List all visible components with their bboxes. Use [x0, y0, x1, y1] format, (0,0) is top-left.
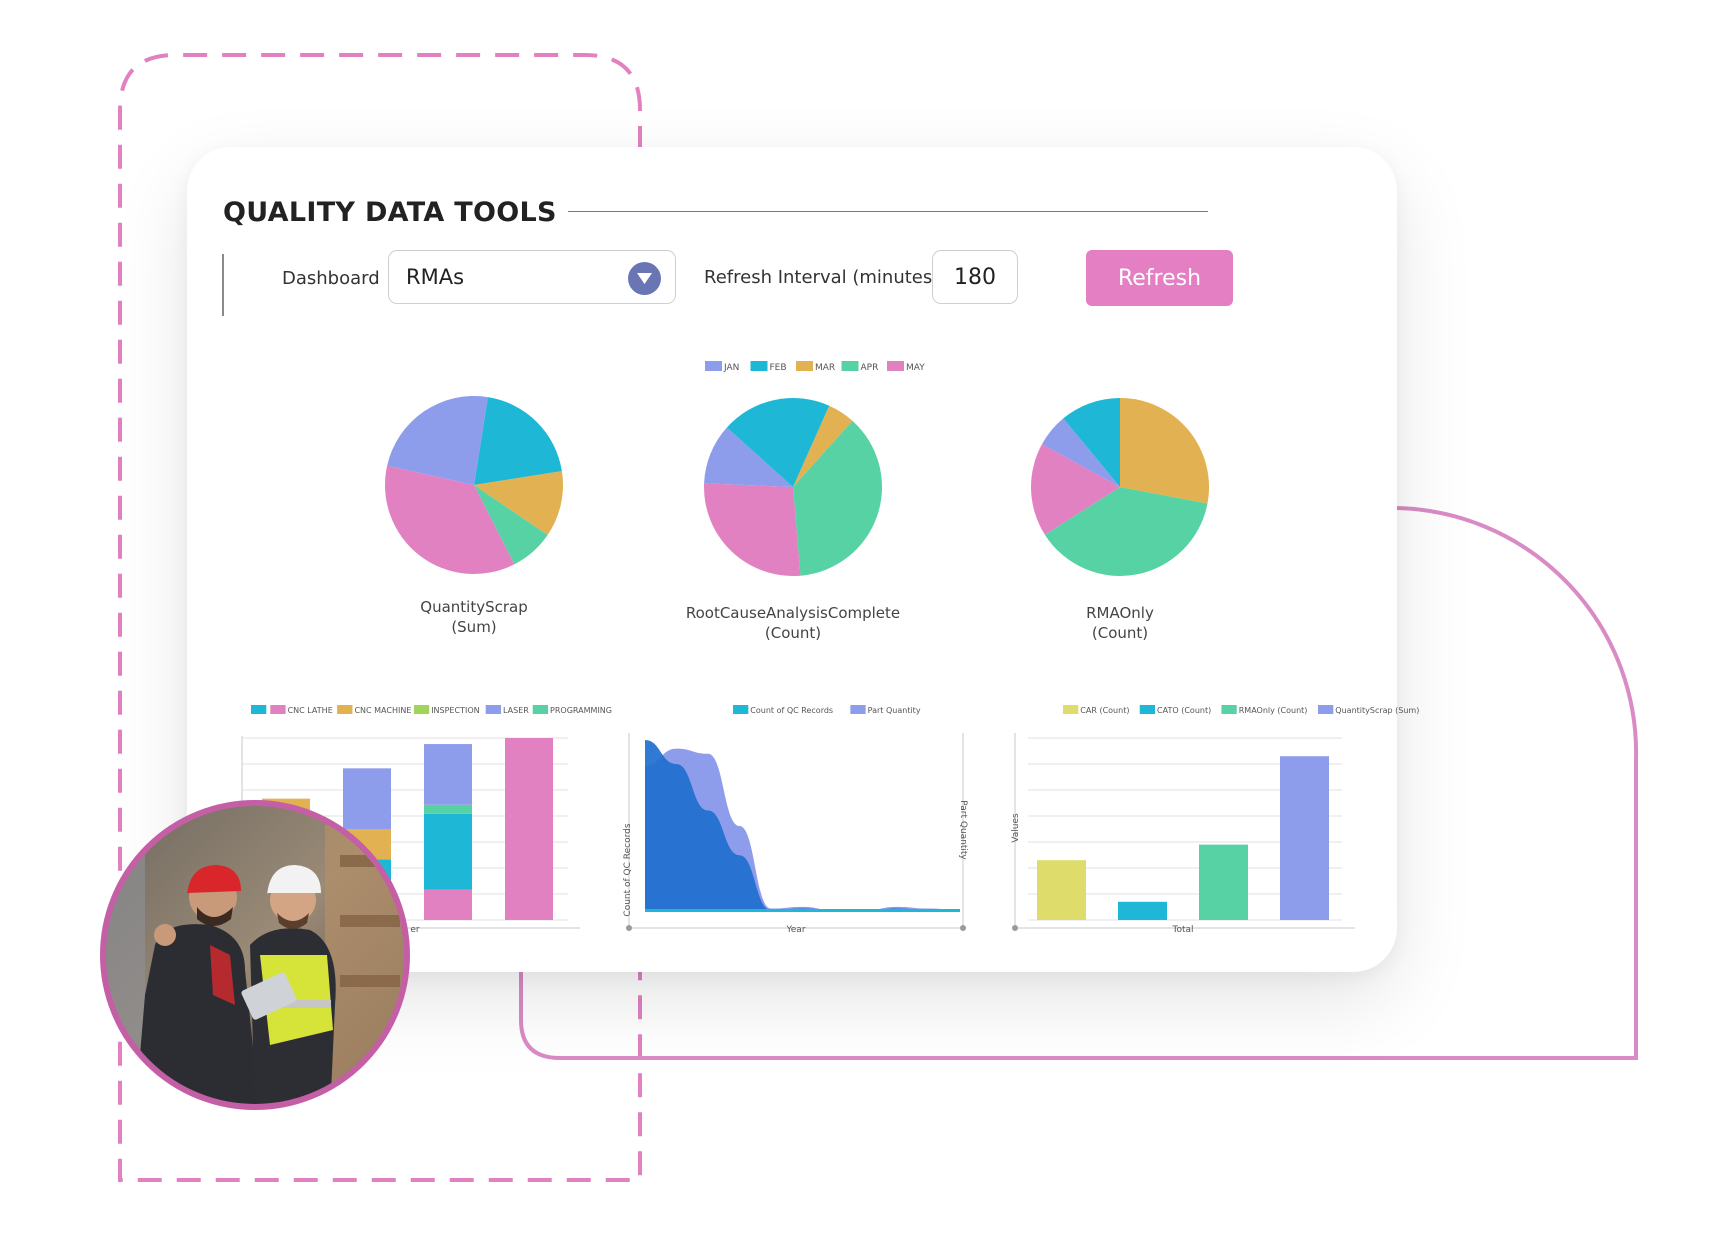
pie-legend-swatch	[841, 361, 859, 371]
totals-legend-swatch	[1318, 705, 1334, 714]
workers-photo	[100, 800, 410, 1110]
totals-legend-swatch	[1139, 705, 1156, 714]
totals-legend-swatch	[1063, 705, 1079, 714]
pie-legend-swatch	[750, 361, 768, 371]
pie-rootcause-slice	[704, 483, 801, 576]
pie-rmaonly-slice	[1120, 398, 1210, 504]
dashboard-select-value: RMAs	[406, 265, 465, 289]
pie-rmaonly-slice	[1042, 418, 1120, 487]
totals-x-label: Total	[1171, 925, 1193, 935]
stacked-bar-segment	[424, 889, 472, 920]
refresh-button[interactable]: Refresh	[1086, 250, 1233, 306]
pie-legend-label: MAR	[815, 363, 835, 373]
pie-rootcause-slice	[793, 405, 853, 487]
stacked-bar-segment	[424, 804, 472, 814]
pie-quantityscrap-slice	[474, 397, 562, 485]
area-y-label: Count of QC Records	[623, 823, 633, 916]
area-x-label: Year	[785, 925, 805, 935]
pie-quantityscrap-slice	[385, 465, 515, 574]
area-legend-label: Count of QC Records	[750, 706, 833, 715]
area-y2-label: Part Quantity	[958, 800, 968, 860]
totals-axis-dot	[1012, 925, 1018, 931]
stacked-x-label: er	[410, 925, 420, 935]
stacked-legend-label: CNC LATHE	[288, 706, 333, 715]
chevron-down-icon[interactable]	[628, 262, 661, 295]
dashboard-select[interactable]: RMAs	[388, 250, 676, 304]
solid-outline	[519, 506, 1639, 1060]
pie-rmaonly-slice	[1031, 444, 1120, 535]
area-legend-swatch	[850, 705, 866, 714]
pie-quantityscrap-slice	[387, 395, 488, 485]
pie-quantityscrap-label: (Sum)	[451, 618, 496, 636]
pie-quantityscrap-slice	[474, 485, 548, 565]
totals-bar	[1118, 901, 1167, 920]
stacked-bar-segment	[343, 768, 391, 829]
pie-rmaonly-slice	[1063, 398, 1120, 487]
pie-quantityscrap-label: QuantityScrap	[420, 598, 527, 616]
pie-legend-swatch	[796, 361, 813, 371]
pie-legend-swatch	[705, 361, 722, 371]
stacked-bar-segment	[505, 738, 553, 920]
totals-bar	[1037, 860, 1086, 920]
totals-legend-label: QuantityScrap (Sum)	[1335, 706, 1419, 715]
stacked-legend-label: PROGRAMMING	[550, 706, 612, 715]
pie-quantityscrap-slice	[474, 471, 563, 536]
area-count-qc	[645, 740, 960, 912]
pie-rootcause-slice	[704, 427, 793, 487]
stacked-bar-segment	[424, 744, 472, 805]
stacked-legend-swatch	[532, 705, 549, 714]
pie-rootcause-slice	[793, 420, 882, 576]
pie-rootcause-slice	[726, 398, 830, 487]
pie-legend-label: JAN	[723, 363, 739, 373]
totals-legend-label: CATO (Count)	[1157, 706, 1211, 715]
stacked-legend-swatch	[270, 705, 286, 714]
pie-rmaonly-label: RMAOnly	[1086, 604, 1154, 622]
area-axis-dot	[626, 925, 632, 931]
stacked-legend-swatch	[251, 705, 267, 714]
toolbar-divider	[222, 254, 224, 316]
totals-legend-swatch	[1221, 705, 1237, 714]
stacked-bar-segment	[424, 813, 472, 890]
pie-rmaonly-label: (Count)	[1092, 624, 1148, 642]
stacked-legend-label: INSPECTION	[431, 706, 479, 715]
area-legend-label: Part Quantity	[868, 706, 921, 715]
totals-legend-label: RMAOnly (Count)	[1239, 706, 1308, 715]
title-divider	[568, 211, 1208, 212]
pie-rootcause-label: RootCauseAnalysisComplete	[686, 604, 900, 622]
totals-legend-label: CAR (Count)	[1080, 706, 1129, 715]
stacked-legend-swatch	[485, 705, 501, 714]
area-axis-dot	[960, 925, 966, 931]
stacked-legend-swatch	[337, 705, 353, 714]
totals-y-label: Values	[1011, 813, 1021, 843]
pie-legend-label: MAY	[906, 363, 925, 373]
page-title: QUALITY DATA TOOLS	[223, 197, 557, 228]
pie-legend-swatch	[887, 361, 904, 371]
pie-rootcause-label: (Count)	[765, 624, 821, 642]
pie-legend-label: APR	[861, 363, 879, 373]
area-baseline	[645, 909, 960, 912]
refresh-interval-input[interactable]	[932, 250, 1018, 304]
refresh-interval-label: Refresh Interval (minutes)	[704, 267, 940, 288]
pie-rmaonly-slice	[1044, 487, 1208, 576]
area-legend-swatch	[733, 705, 749, 714]
stacked-legend-label: LASER	[503, 706, 529, 715]
dashboard-label: Dashboard	[282, 268, 380, 289]
stacked-legend-label: CNC MACHINE	[354, 706, 411, 715]
stacked-legend-swatch	[413, 705, 430, 714]
totals-bar	[1199, 844, 1248, 920]
pie-legend-label: FEB	[770, 363, 787, 373]
totals-bar	[1280, 756, 1329, 920]
